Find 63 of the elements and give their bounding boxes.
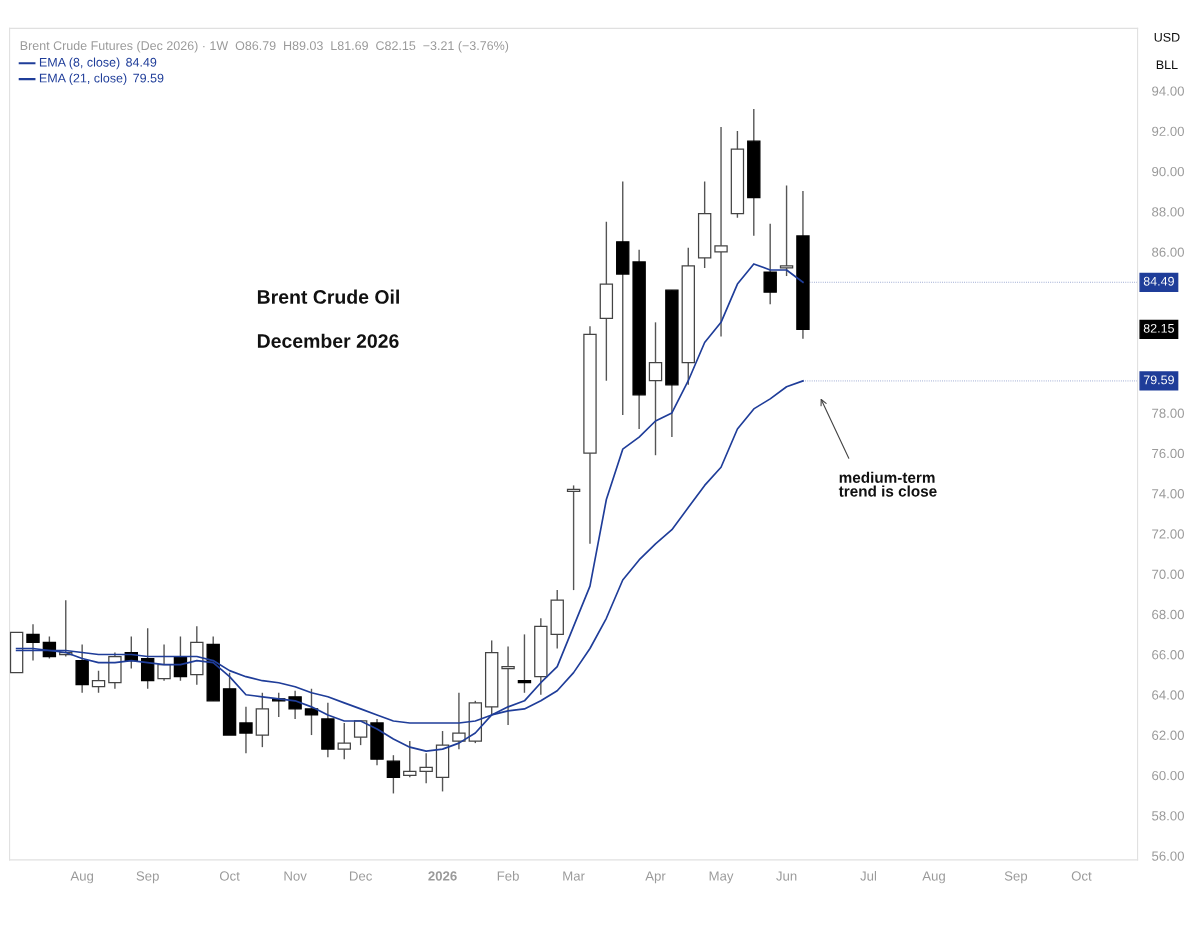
candlestick — [714, 126, 728, 338]
text: 79.59 — [133, 73, 164, 83]
y-tick-label: 70.00 — [1152, 569, 1184, 579]
x-tick-label: Dec — [349, 871, 373, 881]
annotation: Brent Crude Oil — [257, 289, 399, 304]
y-tick-label: 60.00 — [1152, 770, 1184, 781]
x-tick-label: Mar — [563, 871, 585, 881]
y-tick-label: 74.00 — [1152, 489, 1184, 499]
annotation: December 2026 — [257, 333, 399, 348]
text: 84.49 — [126, 57, 157, 67]
y-tick-label: 58.00 — [1152, 811, 1184, 821]
y-tick-label: 66.00 — [1152, 650, 1184, 660]
x-tick-label: 2026 — [428, 871, 457, 881]
x-tick-label: May — [709, 871, 734, 884]
candlestick — [403, 740, 417, 779]
x-tick-label: Jun — [776, 871, 797, 881]
y-tick-label: 92.00 — [1152, 126, 1184, 136]
legend-label: EMA (21, close) — [39, 73, 127, 85]
candlestick — [419, 752, 433, 785]
candlestick — [26, 623, 40, 662]
y-tick-label: 68.00 — [1152, 609, 1184, 620]
candlestick — [779, 184, 794, 277]
y-tick-label: 72.00 — [1152, 529, 1184, 539]
annotation: medium-term trend is close — [838, 471, 937, 497]
text: Brent Crude Futures (Dec 2026) · 1W O86.79 H89.03 L81.69 C82.15 −3.21 (−3.76%) — [20, 40, 509, 53]
data-label: 79.59 — [1143, 375, 1174, 385]
x-tick-label: Sep — [1004, 871, 1028, 884]
candlestick — [501, 645, 515, 726]
y-tick-label: 88.00 — [1152, 207, 1184, 217]
candlestick — [304, 688, 319, 736]
candlestick — [566, 484, 581, 591]
candlestick — [452, 692, 466, 750]
y-tick-label: 76.00 — [1152, 448, 1184, 459]
candlestick — [337, 722, 351, 760]
candlestick — [517, 633, 532, 694]
text: BLL — [1156, 60, 1178, 70]
candlestick — [91, 669, 106, 694]
x-tick-label: Feb — [497, 870, 519, 881]
y-tick-label: 90.00 — [1152, 166, 1184, 177]
x-tick-label: Nov — [284, 871, 307, 881]
x-tick-label: Apr — [645, 871, 666, 884]
x-tick-label: Jul — [860, 870, 877, 881]
x-tick-label: Sep — [136, 871, 159, 884]
y-tick-label: 86.00 — [1152, 247, 1184, 257]
legend-label: EMA (8, close) — [39, 57, 120, 70]
y-tick-label: 94.00 — [1152, 86, 1184, 96]
text: USD — [1154, 32, 1180, 42]
candlestick — [239, 706, 253, 754]
text: 82.15 — [1143, 323, 1174, 333]
candlestick — [648, 321, 663, 456]
candlestick — [157, 643, 171, 682]
y-tick-label: 62.00 — [1152, 730, 1184, 740]
x-tick-label: Aug — [922, 871, 945, 884]
x-tick-label: Oct — [219, 871, 240, 881]
y-tick-label: 78.00 — [1152, 408, 1184, 418]
y-tick-label: 64.00 — [1152, 690, 1184, 700]
x-tick-label: Oct — [1071, 871, 1092, 881]
candlestick — [353, 720, 368, 746]
y-tick-label: 56.00 — [1152, 851, 1184, 861]
x-tick-label: Aug — [70, 871, 94, 884]
candlestick — [763, 222, 777, 305]
candlestick — [386, 754, 401, 795]
data-label: 84.49 — [1143, 276, 1174, 286]
